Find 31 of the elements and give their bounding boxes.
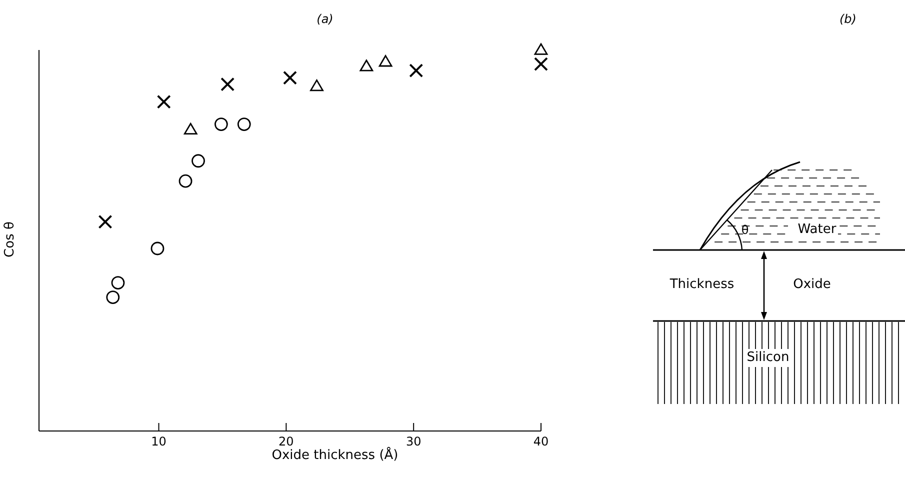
point [310, 79, 324, 92]
x-tick-label: 10 [151, 434, 166, 449]
point [156, 94, 171, 109]
x-tick-label: 40 [533, 434, 549, 449]
point [178, 174, 192, 188]
y-axis-title: Cos θ [2, 220, 18, 260]
point [360, 60, 374, 72]
text: Silicon [746, 349, 790, 367]
chart-title: (a) [316, 12, 334, 26]
point [409, 64, 424, 78]
text: Water [796, 221, 838, 239]
point [192, 154, 205, 168]
point [237, 118, 251, 131]
x-tick-label: 20 [278, 434, 294, 449]
point [534, 43, 548, 55]
point [98, 214, 112, 229]
x-tick-label: 30 [406, 434, 422, 449]
text: (b) [838, 12, 858, 26]
point [150, 242, 164, 256]
text: Oxide [792, 276, 832, 294]
point [106, 290, 120, 304]
point [184, 122, 198, 135]
point [111, 276, 125, 290]
point [378, 55, 392, 67]
text: θ [740, 222, 750, 239]
point [283, 70, 297, 85]
point [214, 118, 228, 131]
text: Thickness [668, 276, 736, 294]
x-axis-title: Oxide thickness (Å) [270, 448, 400, 463]
point [220, 77, 235, 92]
point [534, 57, 548, 72]
